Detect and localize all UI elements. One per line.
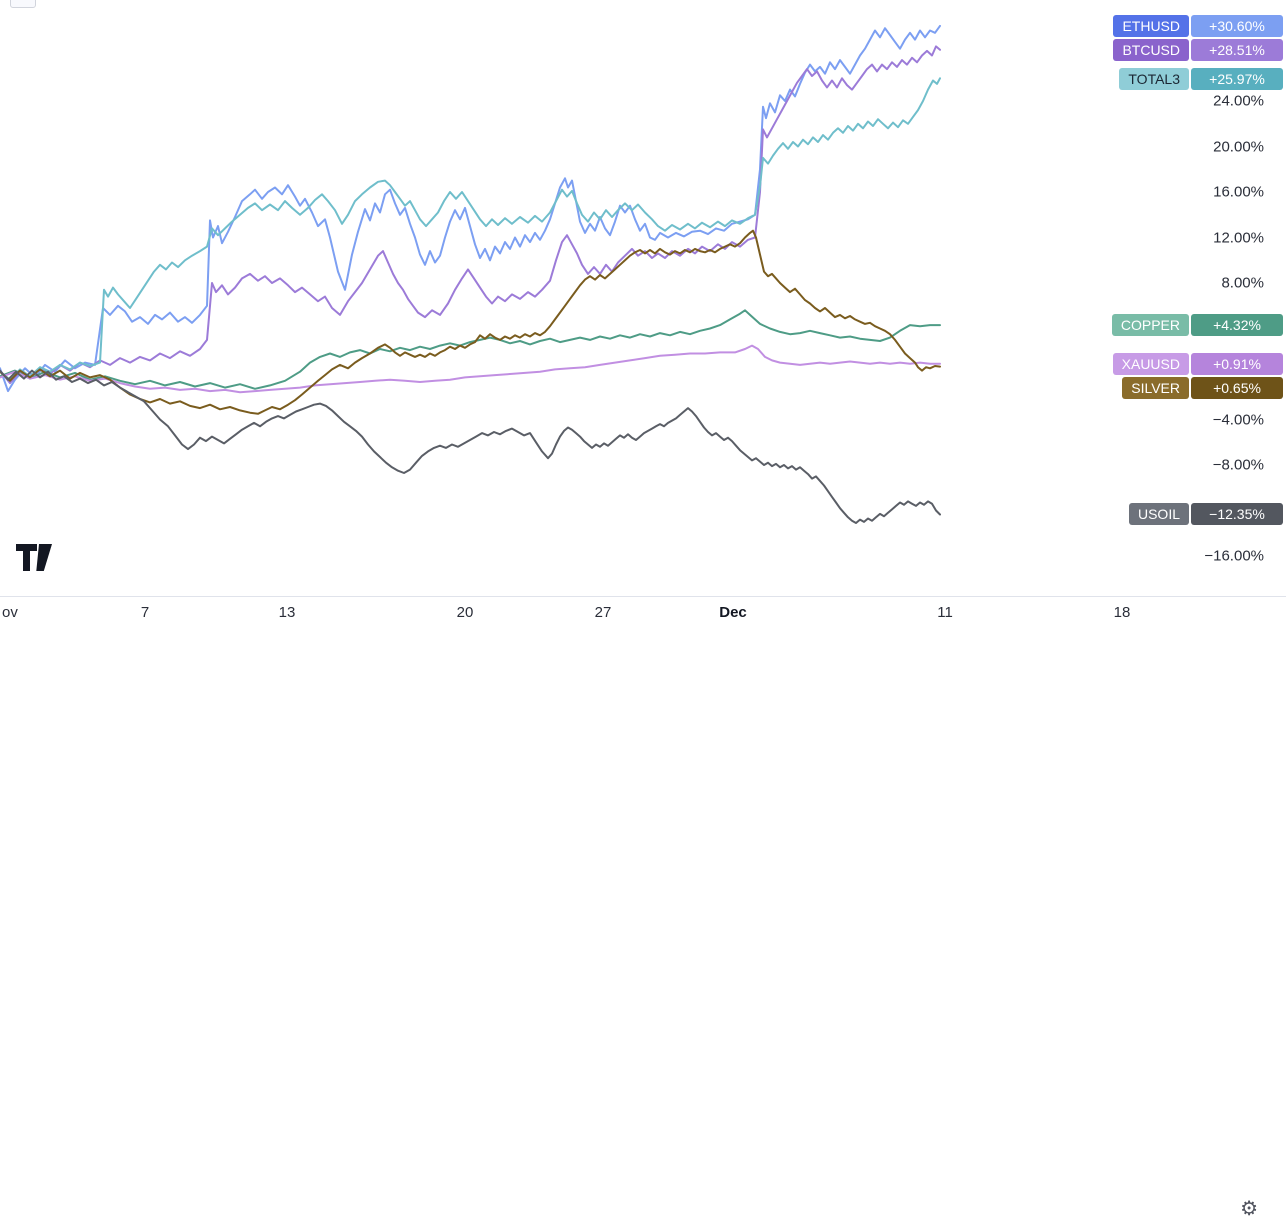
- time-scale-label: 13: [278, 604, 296, 621]
- badge-symbol-label: SILVER: [1122, 377, 1189, 400]
- time-scale-label: 27: [594, 604, 612, 621]
- time-scale-label: 20: [456, 604, 474, 621]
- badge-value-label: +0.91%: [1191, 352, 1283, 375]
- series-line-copper: [0, 309, 941, 390]
- series-line-total3: [0, 77, 941, 381]
- badge-value-label: +28.51%: [1191, 39, 1283, 62]
- time-scale-label: 7: [140, 604, 150, 621]
- time-scale-label: 11: [937, 604, 953, 621]
- badge-symbol-label: ETHUSD: [1113, 14, 1189, 37]
- price-badge-total3[interactable]: TOTAL3 +25.97%: [1119, 67, 1283, 90]
- settings-gear-icon[interactable]: ⚙: [1240, 1198, 1258, 1220]
- price-badge-btcusd[interactable]: BTCUSD +28.51%: [1113, 39, 1283, 62]
- toolbar-fragment: [10, 0, 36, 8]
- price-badge-usoil[interactable]: USOIL −12.35%: [1128, 503, 1283, 526]
- price-scale-tick: 24.00%: [1213, 92, 1264, 110]
- tradingview-logo[interactable]: [16, 543, 56, 573]
- badge-symbol-label: TOTAL3: [1119, 67, 1189, 90]
- series-line-silver: [0, 229, 941, 415]
- price-scale-tick: 8.00%: [1221, 274, 1264, 292]
- tradingview-logo-mark: [16, 544, 52, 571]
- price-scale-tick: 20.00%: [1213, 138, 1264, 155]
- series-line-btcusd: [0, 45, 941, 385]
- badge-value-label: +25.97%: [1191, 67, 1283, 90]
- price-scale-tick: −4.00%: [1212, 411, 1264, 428]
- price-scale-tick: −16.00%: [1204, 547, 1264, 565]
- time-scale-label: ov: [2, 604, 18, 621]
- badge-value-label: +30.60%: [1191, 14, 1283, 37]
- badge-symbol-label: XAUUSD: [1112, 352, 1189, 375]
- time-scale[interactable]: ov 7 13 20 27 Dec 11 18 ⚙: [0, 596, 1286, 1220]
- price-badge-copper[interactable]: COPPER +4.32%: [1111, 313, 1283, 336]
- price-scale-tick: −8.00%: [1212, 456, 1264, 474]
- badge-symbol-label: BTCUSD: [1113, 39, 1189, 62]
- badge-symbol-label: USOIL: [1128, 503, 1189, 526]
- badge-symbol-label: COPPER: [1111, 313, 1189, 336]
- series-line-xauusd: [0, 344, 941, 394]
- price-badge-ethusd[interactable]: ETHUSD +30.60%: [1113, 14, 1283, 37]
- price-badge-xauusd[interactable]: XAUUSD +0.91%: [1112, 352, 1283, 375]
- badge-value-label: −12.35%: [1191, 503, 1283, 526]
- price-scale-tick: 12.00%: [1213, 229, 1264, 246]
- price-badge-silver[interactable]: SILVER +0.65%: [1122, 377, 1283, 400]
- time-scale-label: 18: [1113, 604, 1131, 621]
- series-line-usoil: [0, 369, 941, 524]
- price-scale-tick: 16.00%: [1213, 183, 1264, 201]
- badge-value-label: +0.65%: [1191, 377, 1283, 400]
- price-lines-plot[interactable]: [0, 0, 1286, 596]
- time-scale-label: Dec: [719, 604, 747, 621]
- badge-value-label: +4.32%: [1191, 313, 1283, 336]
